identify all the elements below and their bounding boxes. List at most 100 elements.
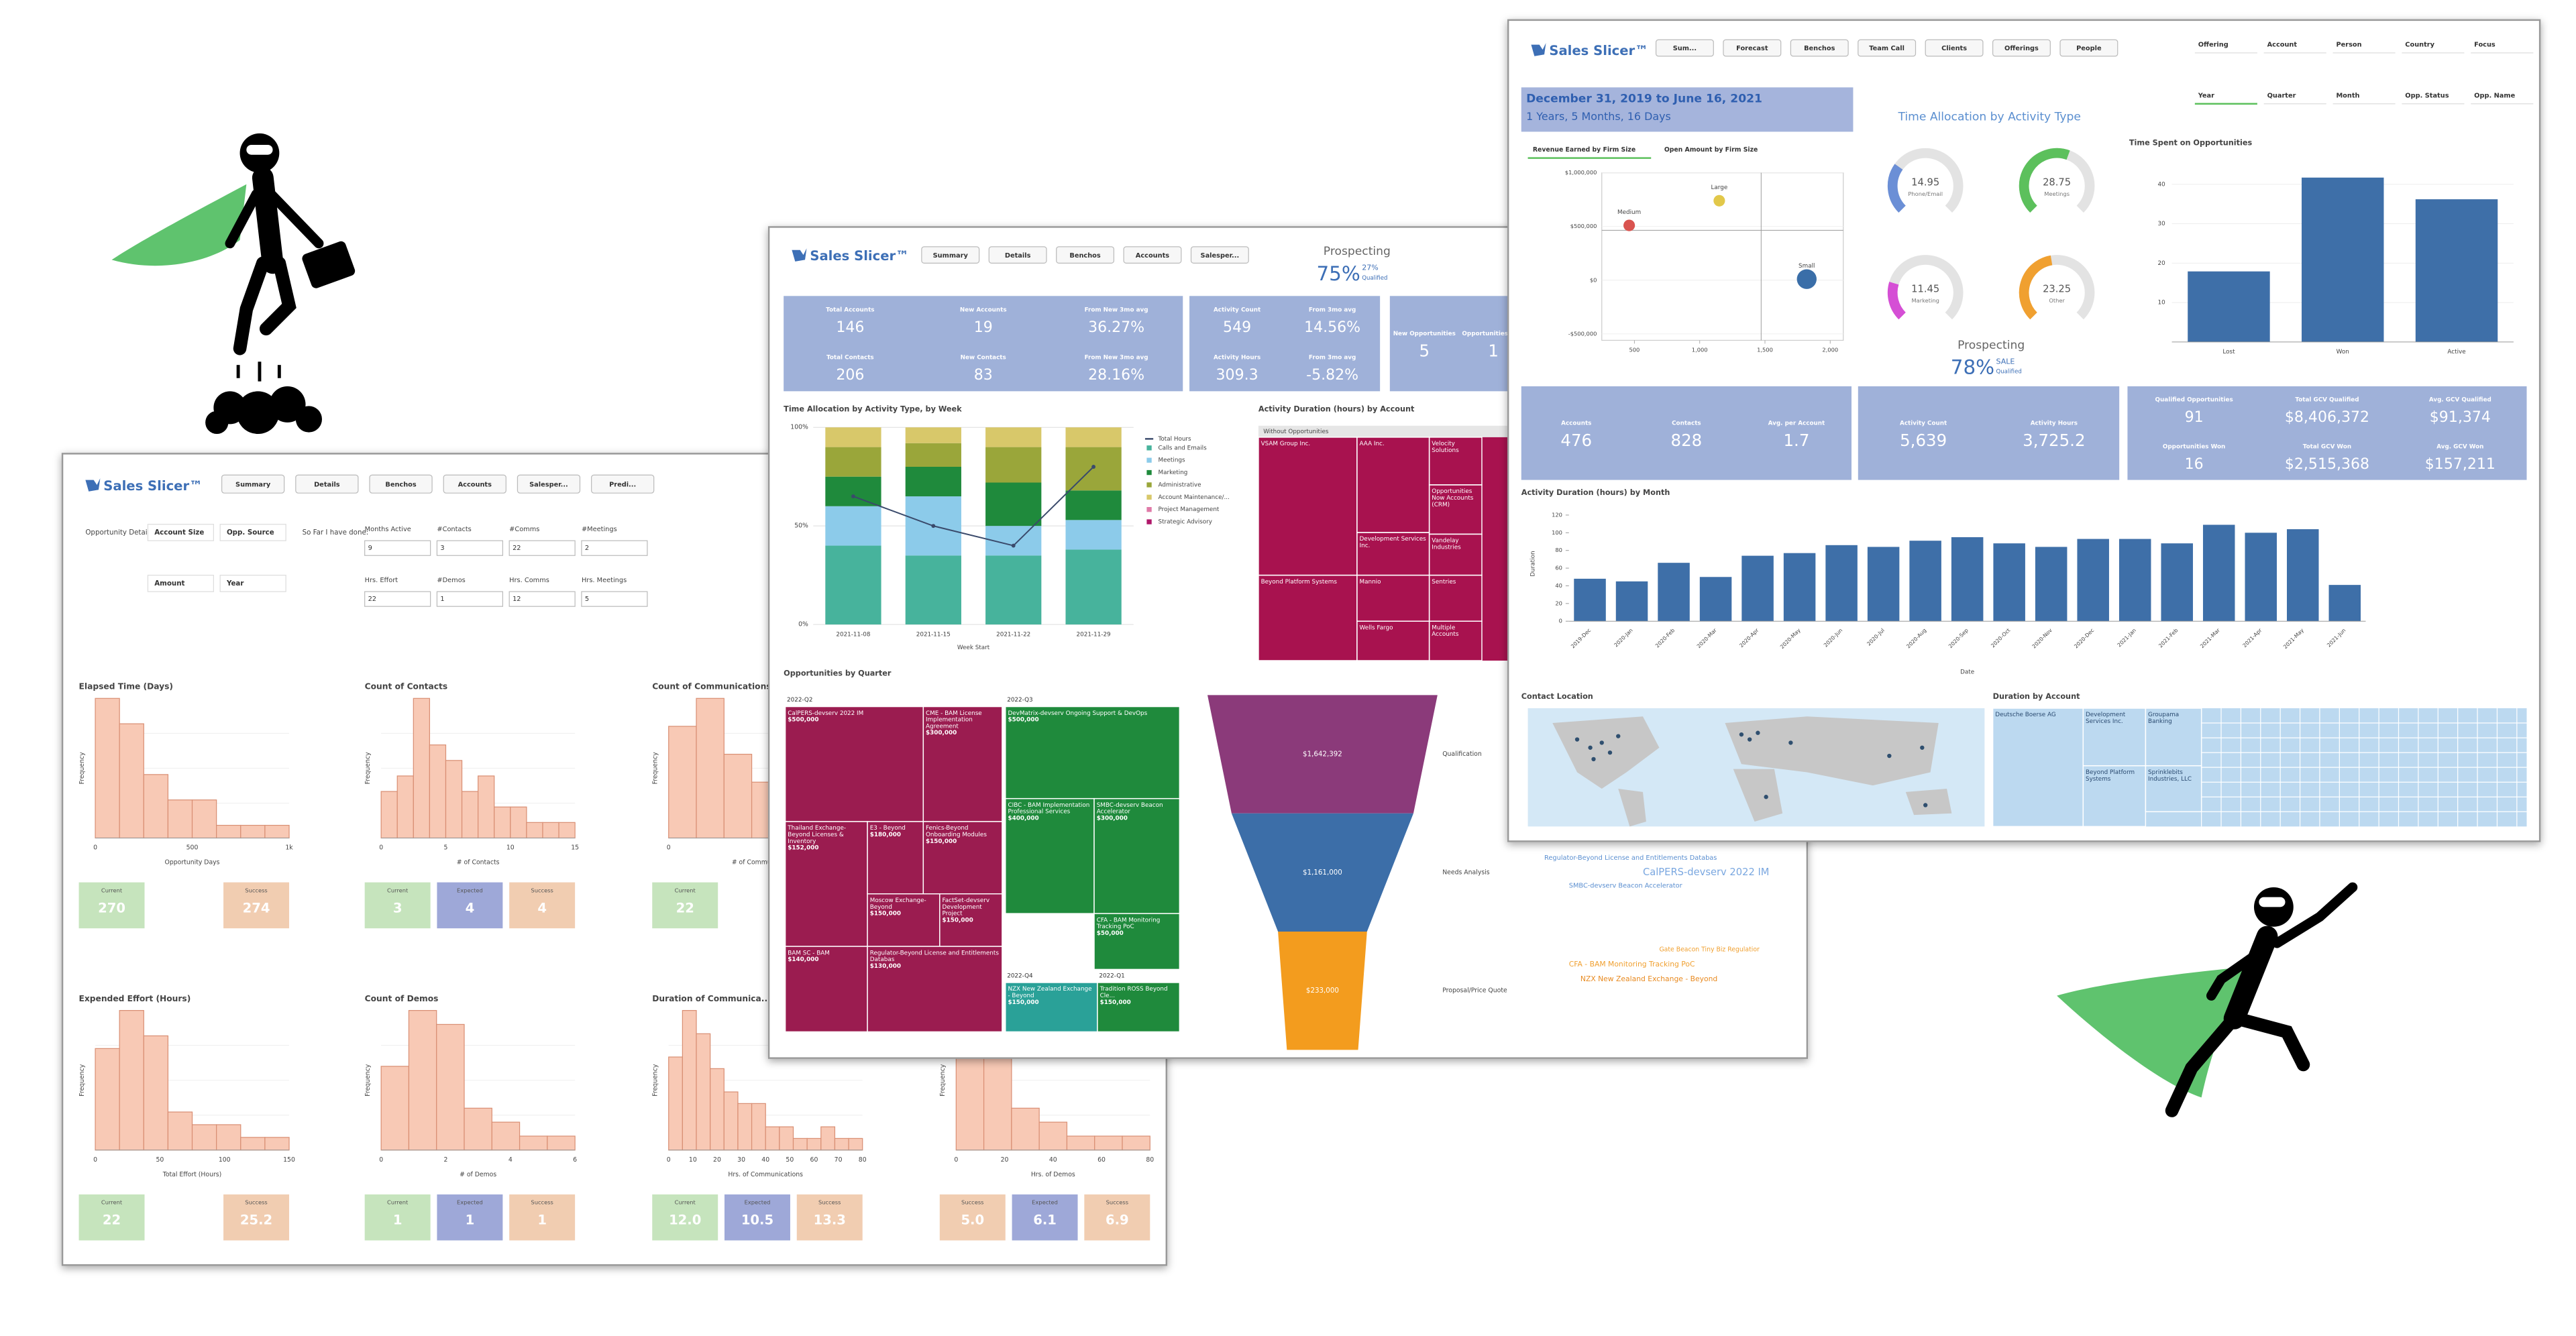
tab-label: Benchos xyxy=(385,481,417,488)
histogram-bar xyxy=(723,1091,739,1151)
histogram-bar xyxy=(119,723,144,839)
total-hours-line xyxy=(853,466,1094,547)
filter-box[interactable] xyxy=(219,524,286,541)
tab-button[interactable] xyxy=(1925,39,1984,57)
tab-button[interactable] xyxy=(2059,39,2118,57)
input-label: #Contacts xyxy=(437,526,471,533)
input-box[interactable] xyxy=(364,540,431,556)
input-box[interactable] xyxy=(581,540,648,556)
tab-label: Clients xyxy=(1941,45,1967,52)
treemap-cell-label-box: Sprinklebits Industries, LLC xyxy=(2148,768,2192,781)
treemap-cell xyxy=(784,946,868,1033)
hero-flying xyxy=(2057,882,2358,1117)
filter-label: Month xyxy=(2336,93,2359,100)
cell-label: CalPERS-devserv 2022 IM xyxy=(788,709,864,716)
kpi-label: Total GCV Qualified xyxy=(2295,397,2359,404)
bar xyxy=(2161,543,2193,622)
kpi-value: $2,515,368 xyxy=(2285,456,2369,473)
filter-box[interactable] xyxy=(219,575,286,592)
tab-button[interactable] xyxy=(1723,39,1782,57)
treemap-cell-label-box: Groupama Banking xyxy=(2148,711,2179,724)
legend-marker xyxy=(1146,469,1152,476)
tab-button[interactable] xyxy=(517,474,581,494)
tab-label: Details xyxy=(1005,252,1031,260)
histogram-bar xyxy=(240,1137,266,1151)
y-tick-label: 0% xyxy=(798,621,808,628)
input-box[interactable] xyxy=(508,591,576,607)
tab-button[interactable] xyxy=(591,474,655,494)
scatter-tab[interactable]: Revenue Earned by Firm Size xyxy=(1533,146,1635,154)
chart-title: Time Allocation by Activity Type, by Wee… xyxy=(784,404,962,413)
histogram-bar xyxy=(1011,1107,1040,1151)
kpi-value: 1 xyxy=(1488,341,1499,361)
input-box[interactable] xyxy=(436,540,503,556)
histogram-bar xyxy=(834,1137,849,1151)
tab-button[interactable] xyxy=(1790,39,1849,57)
tab-button[interactable] xyxy=(1123,246,1182,264)
kpi-value: 19 xyxy=(974,319,993,336)
kpi-label: From New 3mo avg xyxy=(1085,355,1148,361)
x-tick-label: 4 xyxy=(508,1156,513,1164)
tab-button[interactable] xyxy=(221,474,285,494)
filter-label: Amount xyxy=(154,579,184,588)
input-label: #Comms xyxy=(509,526,539,533)
cell-label: AAA Inc. xyxy=(1359,439,1385,447)
tab-button[interactable] xyxy=(988,246,1047,264)
filter-box[interactable] xyxy=(147,575,214,592)
stat-box xyxy=(1012,1194,1078,1241)
logo-icon xyxy=(1531,43,1546,56)
stat-box xyxy=(78,882,145,929)
funnel-stage xyxy=(1231,813,1413,932)
input-box[interactable] xyxy=(364,591,431,607)
chart-title: Time Allocation by Activity Type xyxy=(1897,110,2080,123)
kpi-label: New Contacts xyxy=(961,355,1006,361)
scatter-tab[interactable]: Open Amount by Firm Size xyxy=(1664,146,1758,154)
input-value: 22 xyxy=(513,545,521,552)
tab-button[interactable] xyxy=(921,246,980,264)
stat-value: 1 xyxy=(393,1213,402,1228)
tab-label: Benchos xyxy=(1069,252,1101,260)
histogram-bar xyxy=(526,822,543,839)
x-tick-label: 0 xyxy=(954,1156,958,1164)
histogram-bar xyxy=(542,822,559,839)
input-box[interactable] xyxy=(436,591,503,607)
stat-label: Success xyxy=(245,887,267,893)
chart-title: Duration by Account xyxy=(1993,692,2080,701)
kpi-band xyxy=(1389,296,1528,392)
input-box[interactable] xyxy=(581,591,648,607)
tab-button[interactable] xyxy=(1655,39,1714,57)
treemap-cell-label: NZX New Zealand Exchange - Beyond $150,00… xyxy=(1006,983,1097,1032)
funnel-stage xyxy=(1208,695,1438,814)
histogram-bar xyxy=(1122,1135,1150,1151)
filter-box[interactable] xyxy=(147,524,214,541)
tab-button[interactable] xyxy=(1992,39,2051,57)
treemap-cell xyxy=(1428,620,1483,661)
kpi-band xyxy=(1858,386,2120,480)
cell-value: $500,000 xyxy=(788,716,819,723)
x-axis-label: Total Effort (Hours) xyxy=(162,1171,222,1178)
histogram-title: Count of Communications xyxy=(652,682,771,691)
histogram-bar xyxy=(848,1137,863,1151)
tab-button[interactable] xyxy=(443,474,506,494)
tab-button[interactable] xyxy=(295,474,359,494)
treemap-cell-label-box: VSAM Group Inc. xyxy=(1261,440,1311,447)
input-value: 3 xyxy=(440,545,444,552)
filter-label: Person xyxy=(2336,42,2361,49)
histogram-bar xyxy=(167,799,193,839)
tab-button[interactable] xyxy=(1056,246,1115,264)
histogram-bar xyxy=(264,824,290,839)
bar xyxy=(2287,529,2319,622)
treemap-cell-label: Mannio xyxy=(1357,575,1430,622)
tab-button[interactable] xyxy=(369,474,433,494)
tab-button[interactable] xyxy=(1190,246,1249,264)
cell-value: $150,000 xyxy=(1008,998,1039,1005)
kpi-value: 309.3 xyxy=(1216,367,1258,384)
legend-marker xyxy=(1146,445,1152,451)
treemap-cell-label-box: Fenics-Beyond Onboarding Modules$150,000 xyxy=(926,824,987,844)
cell-label: Regulator-Beyond License and Entitlement… xyxy=(869,948,999,962)
tab-label: Summary xyxy=(235,481,271,488)
tab-button[interactable] xyxy=(1858,39,1917,57)
kpi-label: Avg. GCV Won xyxy=(2436,444,2483,451)
input-box[interactable] xyxy=(508,540,576,556)
x-tick-label: 2,000 xyxy=(1822,347,1838,353)
